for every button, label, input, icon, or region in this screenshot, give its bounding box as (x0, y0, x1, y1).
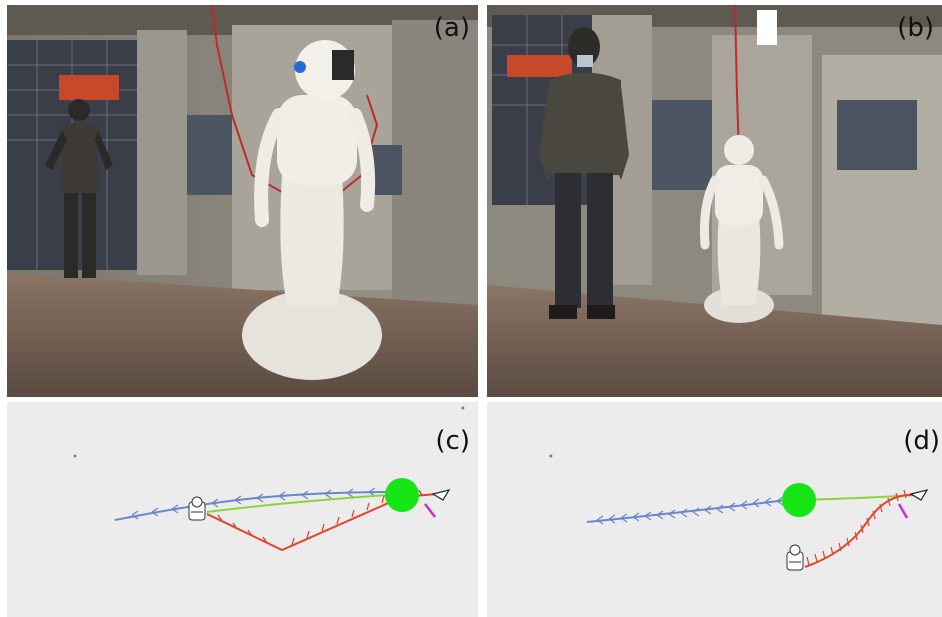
robot-figure-a (242, 40, 382, 380)
photo-panel-b: (b) (487, 5, 942, 397)
photo-panel-a: (a) (7, 5, 478, 397)
trajectory-plot-c: (c) (7, 402, 478, 617)
backward-trajectory-ticks-d (596, 496, 784, 525)
robot-icon (188, 496, 206, 521)
heading-arrow-d (897, 503, 909, 519)
panel-label-c: (c) (435, 426, 470, 456)
arrow-icon (909, 489, 929, 501)
photo-a-scene (7, 5, 478, 397)
backward-trajectory-d (586, 499, 788, 523)
robot-figure-b (699, 135, 784, 323)
robot-path-d (804, 493, 918, 568)
arrow-icon (431, 489, 451, 501)
trajectory-plot-d: (d) (487, 402, 942, 617)
robot-icon (786, 544, 804, 571)
goal-marker-icon (385, 478, 419, 512)
robot-path-c (206, 493, 438, 552)
panel-label-a: (a) (433, 13, 470, 43)
trajectory-plot-c-svg (73, 406, 465, 552)
robot-path-ticks-c (217, 489, 423, 546)
panel-label-d: (d) (903, 426, 940, 456)
robot-path-ticks-d (806, 489, 907, 566)
photo-b-scene (487, 5, 942, 397)
panel-label-b: (b) (897, 13, 934, 43)
heading-arrow-c (424, 503, 436, 518)
backward-trajectory-c (114, 491, 393, 521)
goal-marker-icon (782, 483, 816, 517)
planned-path-c (206, 493, 403, 513)
trajectory-plot-d-svg (549, 454, 929, 571)
